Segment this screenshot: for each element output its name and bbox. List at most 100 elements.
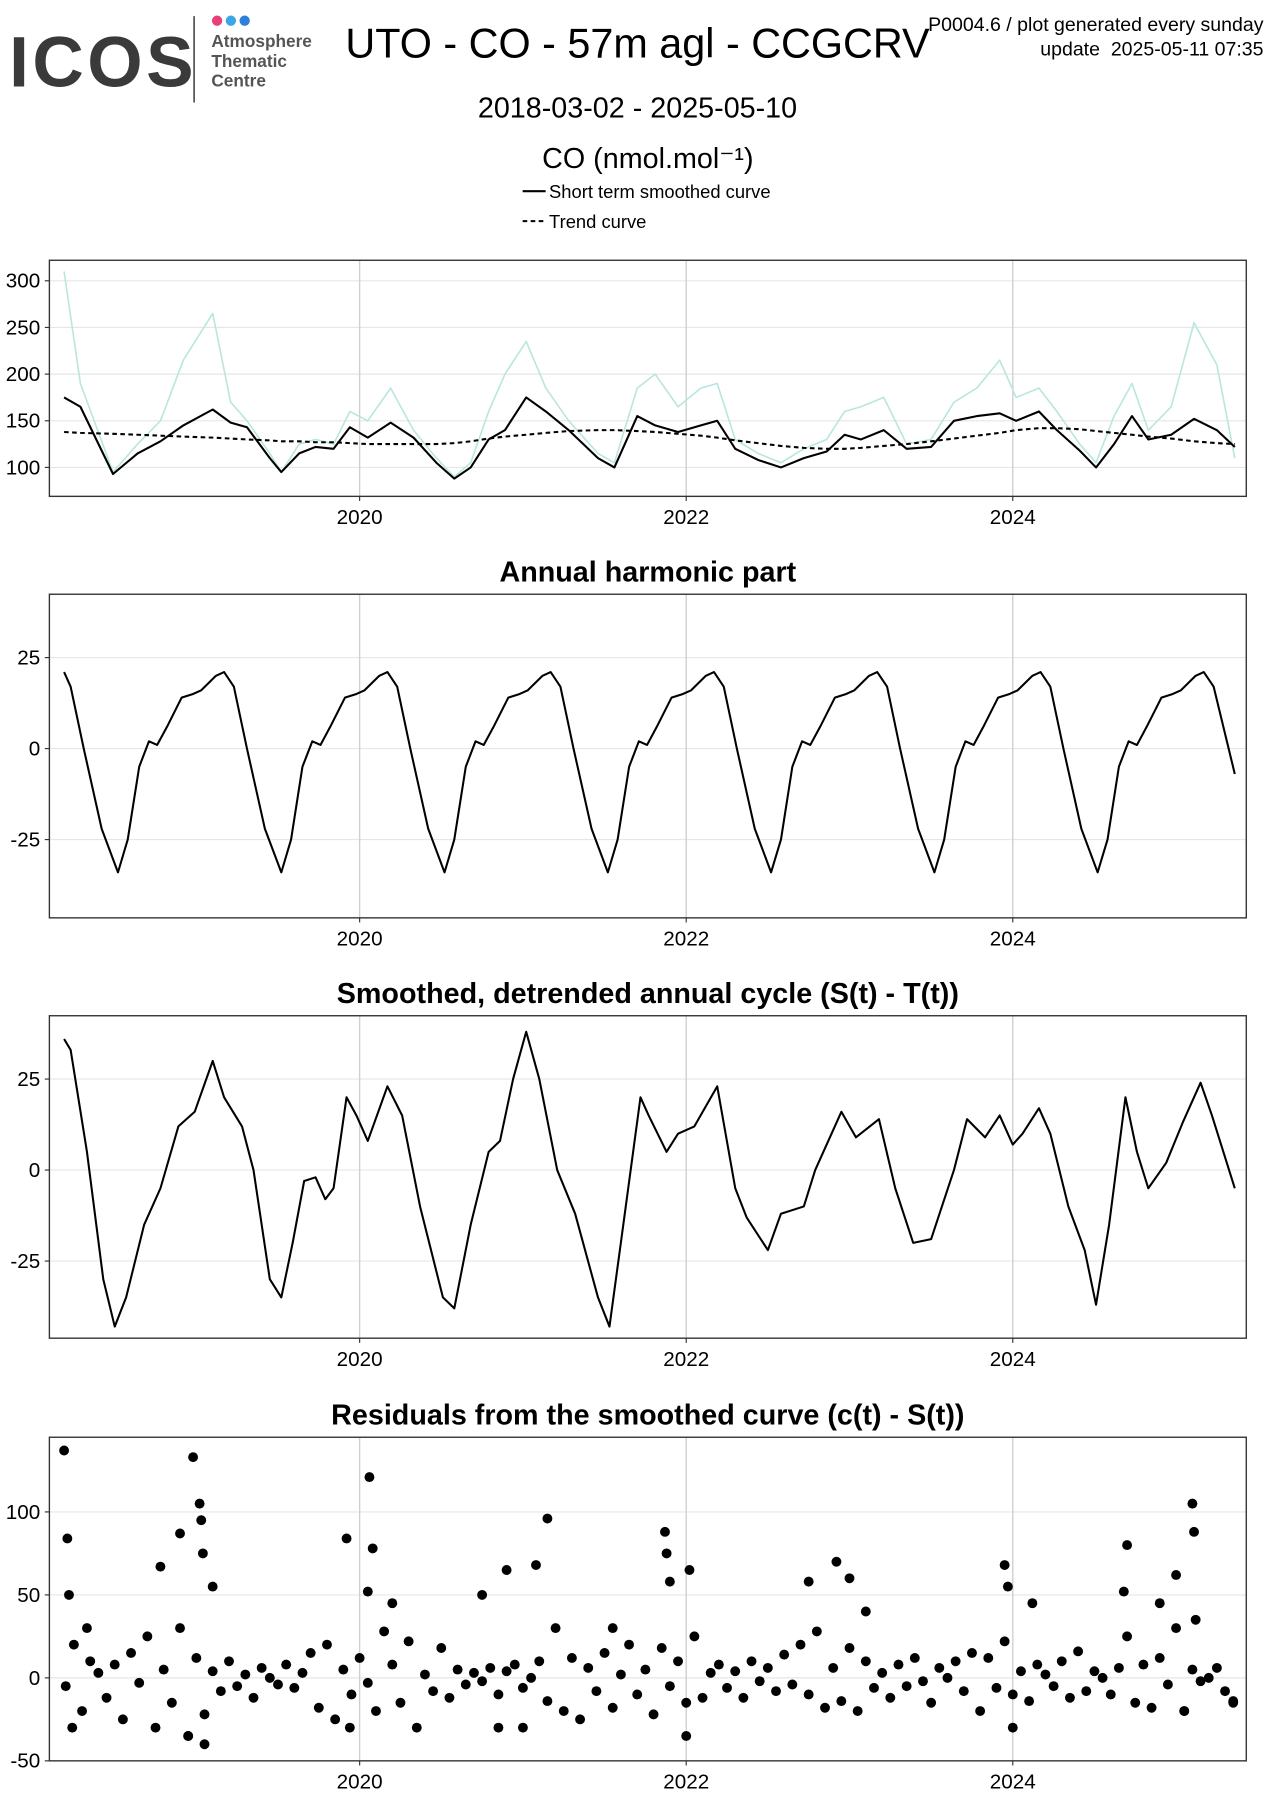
- point: [166, 1697, 177, 1708]
- data-line: [63, 271, 1236, 478]
- point: [215, 1686, 226, 1697]
- point: [436, 1643, 447, 1653]
- point: [493, 1722, 504, 1733]
- point: [803, 1689, 814, 1700]
- point: [632, 1689, 643, 1700]
- point: [344, 1722, 355, 1733]
- point: [689, 1631, 700, 1642]
- y-tick-label: 200: [6, 363, 40, 386]
- point: [77, 1706, 87, 1717]
- point: [1203, 1672, 1214, 1683]
- x-tick-label: 2024: [990, 506, 1036, 529]
- point: [341, 1533, 352, 1544]
- point: [1002, 1581, 1013, 1592]
- chart-title: CO (nmol.mol⁻¹): [542, 143, 753, 175]
- point: [101, 1692, 112, 1703]
- point: [656, 1643, 667, 1653]
- x-tick-label: 2024: [990, 1348, 1036, 1371]
- point: [452, 1664, 463, 1675]
- point: [664, 1681, 675, 1692]
- point: [468, 1667, 479, 1678]
- point: [196, 1515, 207, 1526]
- point: [534, 1656, 545, 1667]
- legend-label: Trend curve: [549, 211, 646, 232]
- point: [738, 1692, 749, 1703]
- point: [501, 1666, 512, 1677]
- point: [918, 1676, 928, 1687]
- point: [624, 1639, 634, 1650]
- point: [811, 1626, 822, 1637]
- x-tick-label: 2022: [663, 1348, 709, 1371]
- point: [575, 1714, 586, 1725]
- point: [346, 1689, 357, 1700]
- y-tick-label: 0: [29, 1667, 41, 1690]
- point: [1154, 1653, 1165, 1663]
- point: [199, 1709, 210, 1720]
- point: [831, 1556, 842, 1567]
- point: [371, 1706, 381, 1717]
- y-tick-label: 100: [6, 456, 40, 479]
- point: [175, 1528, 185, 1539]
- org-name: Thematic: [211, 51, 287, 71]
- point: [860, 1606, 871, 1617]
- point: [558, 1706, 569, 1717]
- point: [664, 1576, 675, 1587]
- point: [1179, 1706, 1190, 1717]
- logo-dot: [225, 15, 237, 26]
- point: [477, 1589, 488, 1600]
- point: [975, 1706, 986, 1717]
- point: [477, 1676, 488, 1687]
- note: P0004.6 / plot generated every sunday: [928, 14, 1264, 36]
- point: [615, 1669, 626, 1680]
- point: [607, 1702, 618, 1713]
- point: [599, 1648, 610, 1658]
- point: [942, 1672, 953, 1683]
- point: [893, 1659, 904, 1670]
- point: [68, 1639, 79, 1650]
- point: [411, 1722, 422, 1733]
- panel-frame: [48, 1436, 1247, 1762]
- point: [364, 1472, 375, 1483]
- point: [485, 1662, 496, 1673]
- point: [1048, 1681, 1059, 1692]
- point: [909, 1653, 920, 1663]
- point: [297, 1667, 308, 1678]
- point: [852, 1706, 863, 1717]
- point: [175, 1623, 185, 1634]
- chart-title: Residuals from the smoothed curve (c(t) …: [331, 1400, 964, 1432]
- y-tick-label: 50: [17, 1584, 40, 1607]
- point: [1171, 1623, 1182, 1634]
- point: [762, 1662, 773, 1673]
- point: [1105, 1689, 1116, 1700]
- point: [681, 1730, 692, 1741]
- point: [550, 1623, 561, 1634]
- point: [354, 1653, 365, 1663]
- point: [322, 1639, 332, 1650]
- point: [950, 1656, 961, 1667]
- x-tick-label: 2020: [337, 506, 383, 529]
- point: [126, 1648, 136, 1658]
- chart-title: Annual harmonic part: [499, 557, 796, 589]
- point: [820, 1702, 830, 1713]
- point: [517, 1682, 528, 1693]
- point: [983, 1653, 994, 1663]
- point: [722, 1682, 732, 1693]
- point: [869, 1682, 879, 1693]
- x-tick-label: 2024: [990, 927, 1036, 950]
- point: [803, 1576, 814, 1587]
- point: [1040, 1669, 1051, 1680]
- point: [607, 1623, 618, 1634]
- point: [542, 1513, 553, 1524]
- point: [362, 1677, 373, 1688]
- point: [1024, 1696, 1035, 1707]
- point: [207, 1581, 218, 1592]
- point: [640, 1664, 651, 1675]
- point: [264, 1672, 275, 1683]
- point: [1195, 1676, 1206, 1687]
- point: [836, 1696, 847, 1707]
- point: [566, 1653, 577, 1663]
- point: [224, 1656, 234, 1667]
- point: [67, 1722, 78, 1733]
- point: [59, 1445, 70, 1456]
